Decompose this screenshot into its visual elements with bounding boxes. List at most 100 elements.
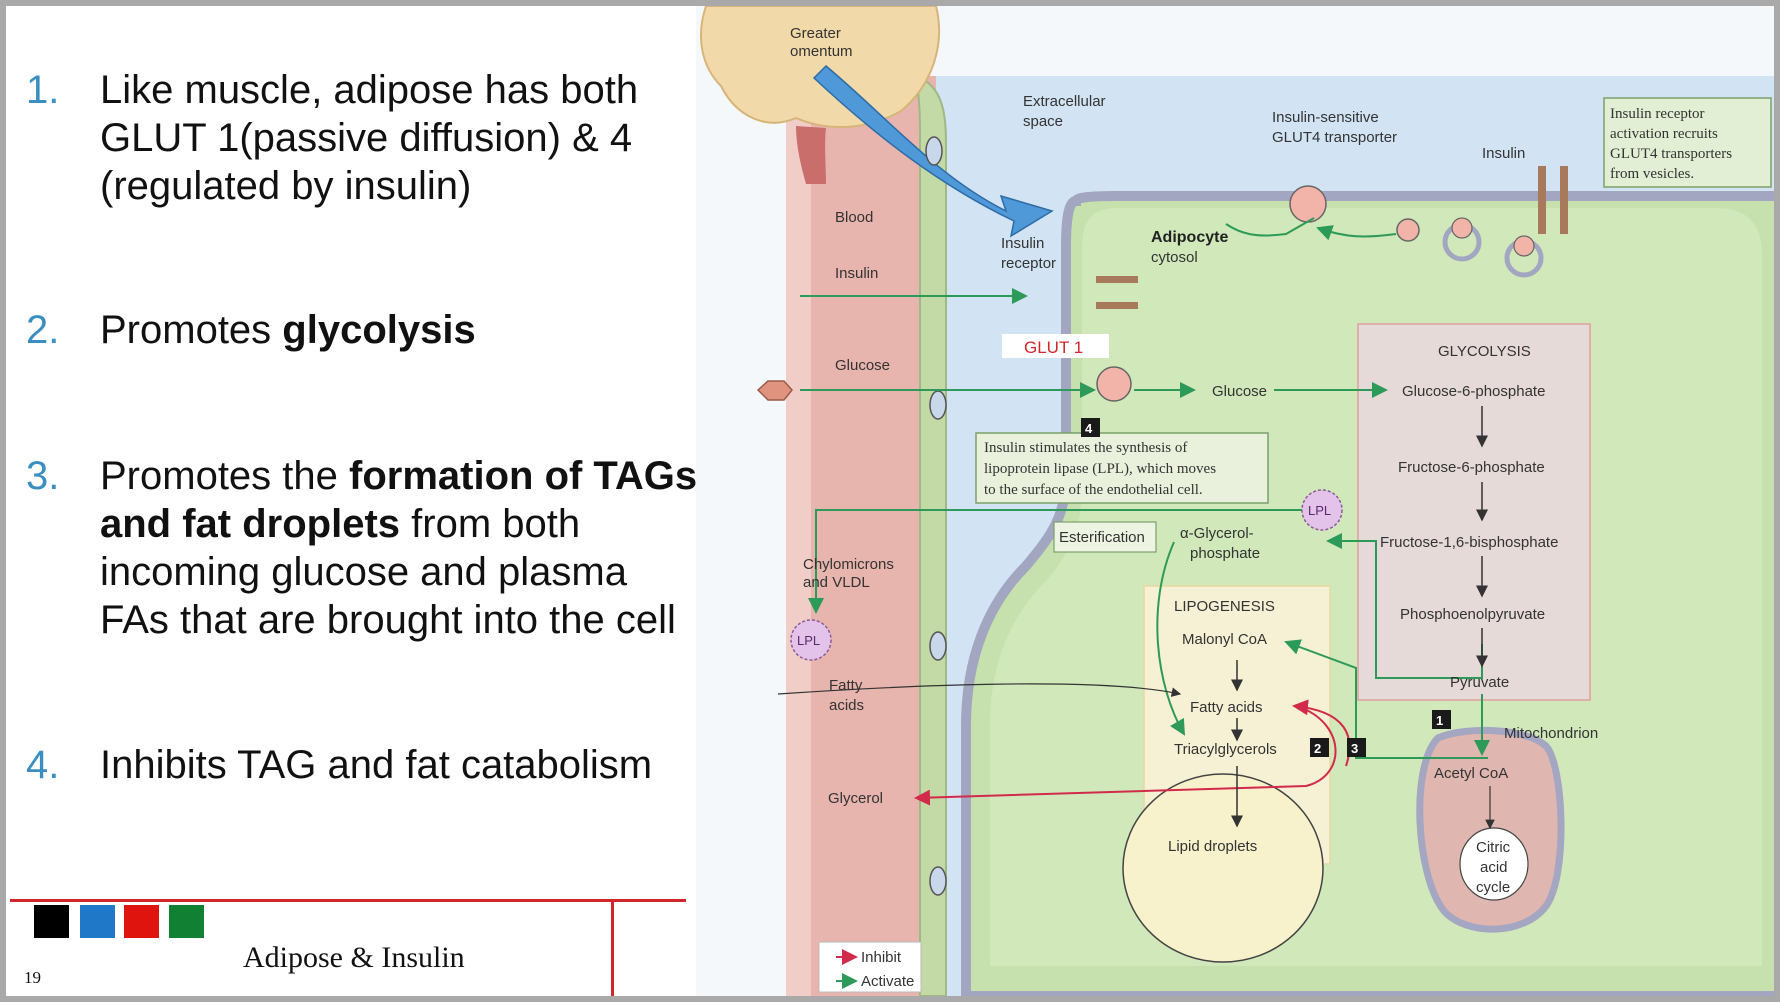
g6p-label: Glucose-6-phosphate: [1402, 383, 1545, 400]
legend-activate-label: Activate: [861, 973, 914, 990]
step-badge: [1310, 738, 1329, 757]
tag-to-glycerol-inhibit-arrow: [914, 707, 1337, 806]
citric-acid-cycle-label: cycle: [1476, 879, 1510, 896]
point-number: 1.: [26, 68, 60, 112]
callout-text: activation recruits: [1610, 126, 1718, 142]
step-4-label: 4: [1085, 421, 1093, 436]
greater-omentum-label: Greater: [790, 25, 841, 42]
blood-vessel-shade: [786, 76, 811, 996]
endothelial-cell: [914, 74, 947, 996]
point-bold-text: and fat droplets: [100, 502, 401, 546]
step-2-label: 2: [1314, 741, 1321, 756]
insulin-receptor-icon: [1538, 166, 1546, 234]
chylomicrons-label: and VLDL: [803, 574, 870, 591]
f16bp-label: Fructose-1,6-bisphosphate: [1380, 534, 1558, 551]
citric-acid-cycle-label: acid: [1480, 859, 1508, 876]
slide-title: Adipose & Insulin: [243, 941, 465, 974]
endothelial-nucleus: [925, 136, 943, 166]
omentum-arrow: [812, 64, 1054, 238]
acetyl-coa-label: Acetyl CoA: [1434, 765, 1508, 782]
step-3-label: 3: [1351, 741, 1358, 756]
blood-label: Blood: [835, 209, 873, 226]
point-text-line: incoming glucose and plasma: [100, 550, 627, 594]
insulin-receptor-label: Insulin: [1001, 235, 1044, 252]
insulin-receptor-icon: [1560, 166, 1568, 234]
insulin-receptor-icon: [1096, 302, 1138, 309]
esterification-label: Esterification: [1059, 529, 1145, 546]
fatty-acid-uptake-arrow: [777, 683, 1182, 697]
lipogenesis-heading: LIPOGENESIS: [1174, 598, 1275, 615]
adipocyte-label: Adipocyte: [1151, 229, 1228, 246]
step-badge: [1432, 710, 1451, 729]
glycerol-label: Glycerol: [828, 790, 883, 807]
glut1-label-box: [1002, 334, 1109, 358]
lpl-info-box: [975, 432, 1269, 504]
slide: 1. Like muscle, adipose has both GLUT 1(…: [6, 6, 1774, 996]
footer-color-square: [34, 905, 69, 938]
glut4-callout-box: [1603, 97, 1772, 188]
glucose-hexagon-icon: [756, 380, 793, 401]
glut4-label: Insulin-sensitive: [1272, 109, 1379, 126]
extracellular-label: space: [1023, 113, 1063, 130]
point-text-line: (regulated by insulin): [100, 164, 472, 208]
tag-label: Triacylglycerols: [1174, 741, 1277, 758]
glut4-vesicle-icon: [1513, 235, 1535, 257]
point-text-line: GLUT 1(passive diffusion) & 4: [100, 116, 633, 160]
extracellular-label: Extracellular: [1023, 93, 1106, 110]
point-bold-text: formation of TAGs: [349, 454, 698, 498]
glycolysis-heading: GLYCOLYSIS: [1438, 343, 1531, 360]
step-1-label: 1: [1436, 713, 1443, 728]
footer-vertical-divider: [611, 899, 614, 996]
glycerol-phosphate-label: phosphate: [1190, 545, 1260, 562]
callout-text: Insulin receptor: [1610, 106, 1705, 122]
point-number: 3.: [26, 454, 60, 498]
lpl-info-text: to the surface of the endothelial cell.: [984, 482, 1203, 498]
esterification-box: [1053, 521, 1157, 553]
greater-omentum-label: omentum: [790, 43, 853, 60]
footer-color-square: [80, 905, 115, 938]
pep-label: Phosphoenolpyruvate: [1400, 606, 1545, 623]
omentum-vessel: [796, 126, 826, 184]
point-text: Inhibits TAG and fat catabolism: [100, 743, 653, 787]
glut4-transporter-icon: [1289, 185, 1327, 223]
point-text: from both: [400, 502, 581, 546]
point-number: 4.: [26, 743, 60, 787]
greater-omentum-illustration: [700, 6, 940, 129]
step-badge: [1347, 738, 1366, 757]
point-text-line: Like muscle, adipose has both: [100, 68, 639, 112]
callout-text: GLUT4 transporters: [1610, 146, 1732, 162]
footer-divider: [10, 899, 686, 902]
lpl-label: LPL: [797, 633, 820, 648]
fatty-acids-label: Fatty: [829, 677, 863, 694]
lpl-label: LPL: [1308, 503, 1331, 518]
lipid-droplet: [1122, 773, 1324, 963]
lpl-info-text: Insulin stimulates the synthesis of: [984, 440, 1187, 456]
page-number: 19: [24, 968, 41, 987]
footer-color-square: [124, 905, 159, 938]
malonyl-label: Malonyl CoA: [1182, 631, 1267, 648]
endothelial-nucleus: [929, 390, 947, 420]
cytosol-label: cytosol: [1151, 249, 1198, 266]
footer-color-square: [169, 905, 204, 938]
bullet-panel: 1. Like muscle, adipose has both GLUT 1(…: [6, 6, 706, 996]
glut4-label: GLUT4 transporter: [1272, 129, 1397, 146]
glut4-vesicle-icon: [1451, 217, 1473, 239]
glut1-label: GLUT 1: [1024, 338, 1083, 357]
fatty-acids-cytosol-label: Fatty acids: [1190, 699, 1263, 716]
lpl-arrow: [808, 509, 1302, 614]
chylomicrons-label: Chylomicrons: [803, 556, 894, 573]
endothelial-nucleus: [929, 866, 947, 896]
glut1-transporter-icon: [1096, 366, 1132, 402]
lpl-icon: [790, 619, 832, 661]
step-badge: [1081, 418, 1100, 437]
lpl-info-text: lipoprotein lipase (LPL), which moves: [984, 461, 1216, 477]
glut4-vesicle-icon: [1396, 218, 1420, 242]
f6p-label: Fructose-6-phosphate: [1398, 459, 1545, 476]
point-number: 2.: [26, 308, 60, 352]
legend-box: [818, 941, 922, 993]
vesicle-fusion-arrow: [1316, 225, 1397, 241]
adipocyte-diagram: Greater omentum Extracellular space Bloo…: [696, 6, 1774, 996]
endothelial-nucleus: [929, 631, 947, 661]
pyruvate-label: Pyruvate: [1450, 674, 1509, 691]
fatty-acids-label: acids: [829, 697, 864, 714]
